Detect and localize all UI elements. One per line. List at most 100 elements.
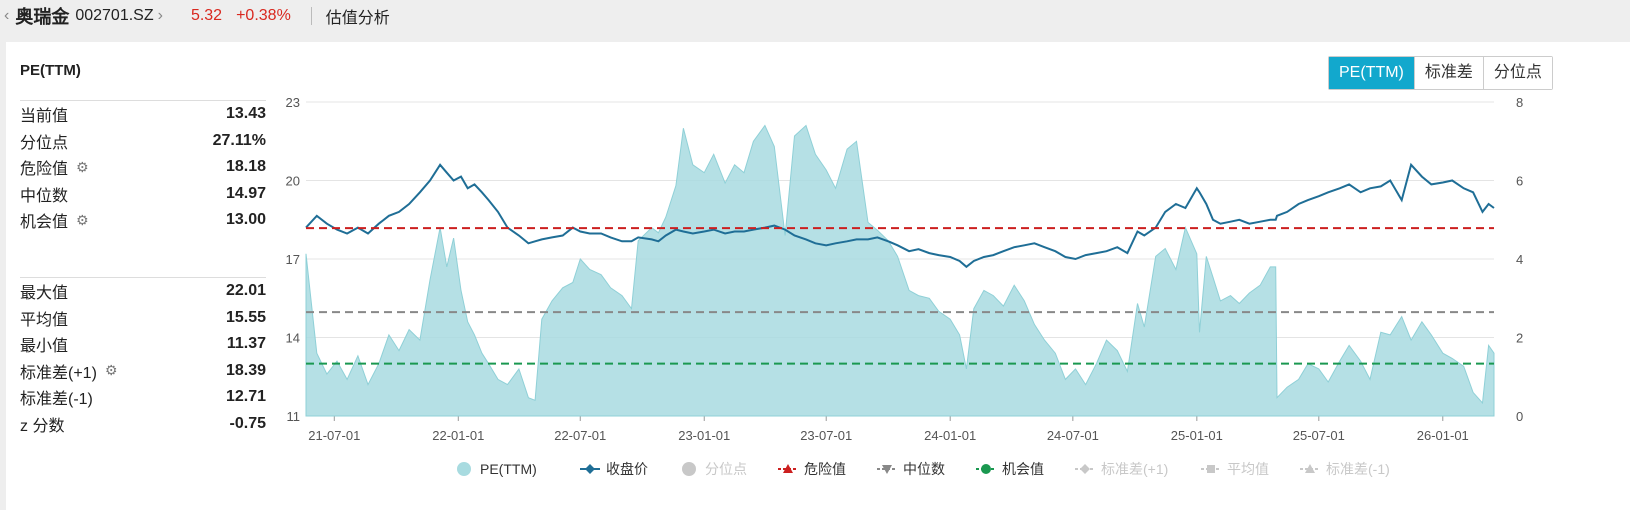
x-tick-label: 24-07-01: [1047, 428, 1099, 443]
pe-area: [305, 124, 1495, 417]
stat-label-wrap: 最大值: [20, 279, 68, 303]
stat-label: z 分数: [20, 417, 65, 435]
legend-item[interactable]: 危险值: [778, 461, 846, 477]
legend-item[interactable]: 标准差(+1): [1075, 461, 1168, 477]
y-right-tick-label: 2: [1516, 331, 1523, 346]
stat-value: 14.97: [225, 184, 266, 202]
stats-group-current: 当前值 13.43 分位点 27.11% 危险值 ⚙ 18.18 中位数 14.97 机会值 ⚙ 13…: [20, 100, 266, 234]
stat-label-wrap: 最小值: [20, 332, 68, 356]
legend-diamond-icon: [1080, 464, 1090, 474]
tab-0[interactable]: PE(TTM): [1329, 57, 1414, 89]
legend-item[interactable]: PE(TTM): [457, 461, 537, 477]
stat-label: 标准差(-1): [20, 391, 93, 409]
x-tick-label: 24-01-01: [924, 428, 976, 443]
legend-triangle-down-icon: [882, 465, 892, 474]
chevron-right-icon[interactable]: ›: [157, 7, 163, 24]
gear-icon[interactable]: ⚙: [76, 158, 89, 175]
x-tick-label: 23-01-01: [678, 428, 730, 443]
valuation-card: PE(TTM) 当前值 13.43 分位点 27.11% 危险值 ⚙ 18.18 中位数 14.…: [6, 42, 1630, 510]
legend-triangle-up-icon: [783, 464, 793, 473]
y-right-tick-label: 6: [1516, 174, 1523, 189]
stat-value: 15.55: [225, 308, 266, 326]
legend-label: 分位点: [705, 461, 747, 477]
x-tick-label: 21-07-01: [308, 428, 360, 443]
stat-row: 分位点 27.11%: [20, 128, 266, 155]
stat-label-wrap: 当前值: [20, 102, 68, 126]
legend-item[interactable]: 分位点: [682, 461, 747, 477]
stat-row: 标准差(+1) ⚙ 18.39: [20, 358, 266, 385]
y-left-tick-label: 20: [286, 174, 300, 189]
stat-row: 标准差(-1) 12.71: [20, 384, 266, 411]
stock-code: 002701.SZ: [75, 7, 154, 24]
stats-group-range: 最大值 22.01 平均值 15.55 最小值 11.37 标准差(+1) ⚙ 18.39 标准差…: [20, 277, 266, 437]
chevron-left-icon[interactable]: ‹: [4, 7, 10, 24]
x-tick-label: 22-07-01: [554, 428, 606, 443]
valuation-chart: 11 14 17 20 23 0 2 4 6 8 21-07-01 22-01-01 22-07-01 2…: [286, 95, 1524, 477]
panel-title: PE(TTM): [20, 62, 81, 79]
x-tick-label: 25-01-01: [1171, 428, 1223, 443]
tab-2[interactable]: 分位点: [1482, 57, 1552, 89]
stat-row: z 分数 -0.75: [20, 411, 266, 438]
price-line: [305, 162, 1495, 269]
stat-value: 22.01: [225, 282, 266, 300]
stat-label: 最小值: [20, 338, 69, 356]
x-tick-label: 22-01-01: [432, 428, 484, 443]
stat-label: 中位数: [20, 187, 69, 205]
legend-dot-icon: [981, 464, 991, 474]
stat-value: 27.11%: [212, 131, 266, 149]
stat-label: 最大值: [20, 285, 69, 303]
gear-icon[interactable]: ⚙: [76, 211, 89, 228]
stock-price: 5.32: [190, 7, 223, 24]
stat-label-wrap: 分位点: [20, 129, 68, 153]
stat-label-wrap: 中位数: [20, 182, 68, 206]
legend-label: 危险值: [804, 461, 846, 477]
stat-label: 机会值: [20, 214, 69, 232]
stat-label: 平均值: [20, 311, 69, 329]
legend-label: 标准差(+1): [1101, 461, 1168, 477]
stat-row: 当前值 13.43: [20, 101, 266, 128]
legend-label: 收盘价: [606, 461, 648, 477]
stat-label: 危险值: [20, 161, 69, 179]
legend-label: PE(TTM): [480, 461, 537, 477]
stat-label: 分位点: [20, 134, 69, 152]
stat-row: 最大值 22.01: [20, 278, 266, 305]
y-right-tick-label: 8: [1516, 95, 1523, 110]
stat-label-wrap: 标准差(-1): [20, 385, 93, 409]
x-tick-label: 26-01-01: [1417, 428, 1469, 443]
legend-circle-icon: [457, 462, 471, 476]
stat-label-wrap: 标准差(+1) ⚙: [20, 359, 117, 383]
stat-value: 18.39: [225, 361, 266, 379]
legend-item[interactable]: 收盘价: [580, 461, 648, 477]
legend-item[interactable]: 机会值: [976, 461, 1044, 477]
y-left-tick-label: 11: [287, 409, 301, 424]
legend-item[interactable]: 中位数: [877, 461, 945, 477]
stat-row: 平均值 15.55: [20, 305, 266, 332]
x-tick-label: 23-07-01: [800, 428, 852, 443]
legend-square-icon: [1207, 465, 1215, 473]
stat-row: 机会值 ⚙ 13.00: [20, 207, 266, 234]
divider: [310, 7, 312, 25]
legend-item[interactable]: 标准差(-1): [1300, 461, 1390, 477]
legend-diamond-icon: [585, 464, 595, 474]
stat-label: 当前值: [20, 108, 69, 126]
stat-value: 11.37: [226, 335, 266, 353]
gear-icon[interactable]: ⚙: [104, 362, 118, 379]
stat-row: 危险值 ⚙ 18.18: [20, 154, 266, 181]
stat-label: 标准差(+1): [20, 364, 97, 382]
stat-value: 18.18: [225, 158, 266, 176]
legend-circle-icon: [682, 462, 696, 476]
x-tick-label: 25-07-01: [1293, 428, 1345, 443]
stock-name: 奥瑞金: [15, 7, 70, 27]
legend-label: 中位数: [903, 461, 945, 477]
legend-label: 机会值: [1002, 461, 1044, 477]
y-right-tick-label: 0: [1516, 409, 1523, 424]
stat-value: 13.00: [225, 211, 266, 229]
price-change: +0.38%: [236, 7, 291, 24]
stat-label-wrap: z 分数: [20, 412, 64, 436]
stat-label-wrap: 机会值 ⚙: [20, 208, 89, 232]
legend-label: 平均值: [1227, 461, 1269, 477]
y-left-tick-label: 14: [286, 331, 300, 346]
tab-1[interactable]: 标准差: [1413, 57, 1483, 89]
legend-item[interactable]: 平均值: [1201, 461, 1269, 477]
stat-label-wrap: 危险值 ⚙: [20, 155, 89, 179]
